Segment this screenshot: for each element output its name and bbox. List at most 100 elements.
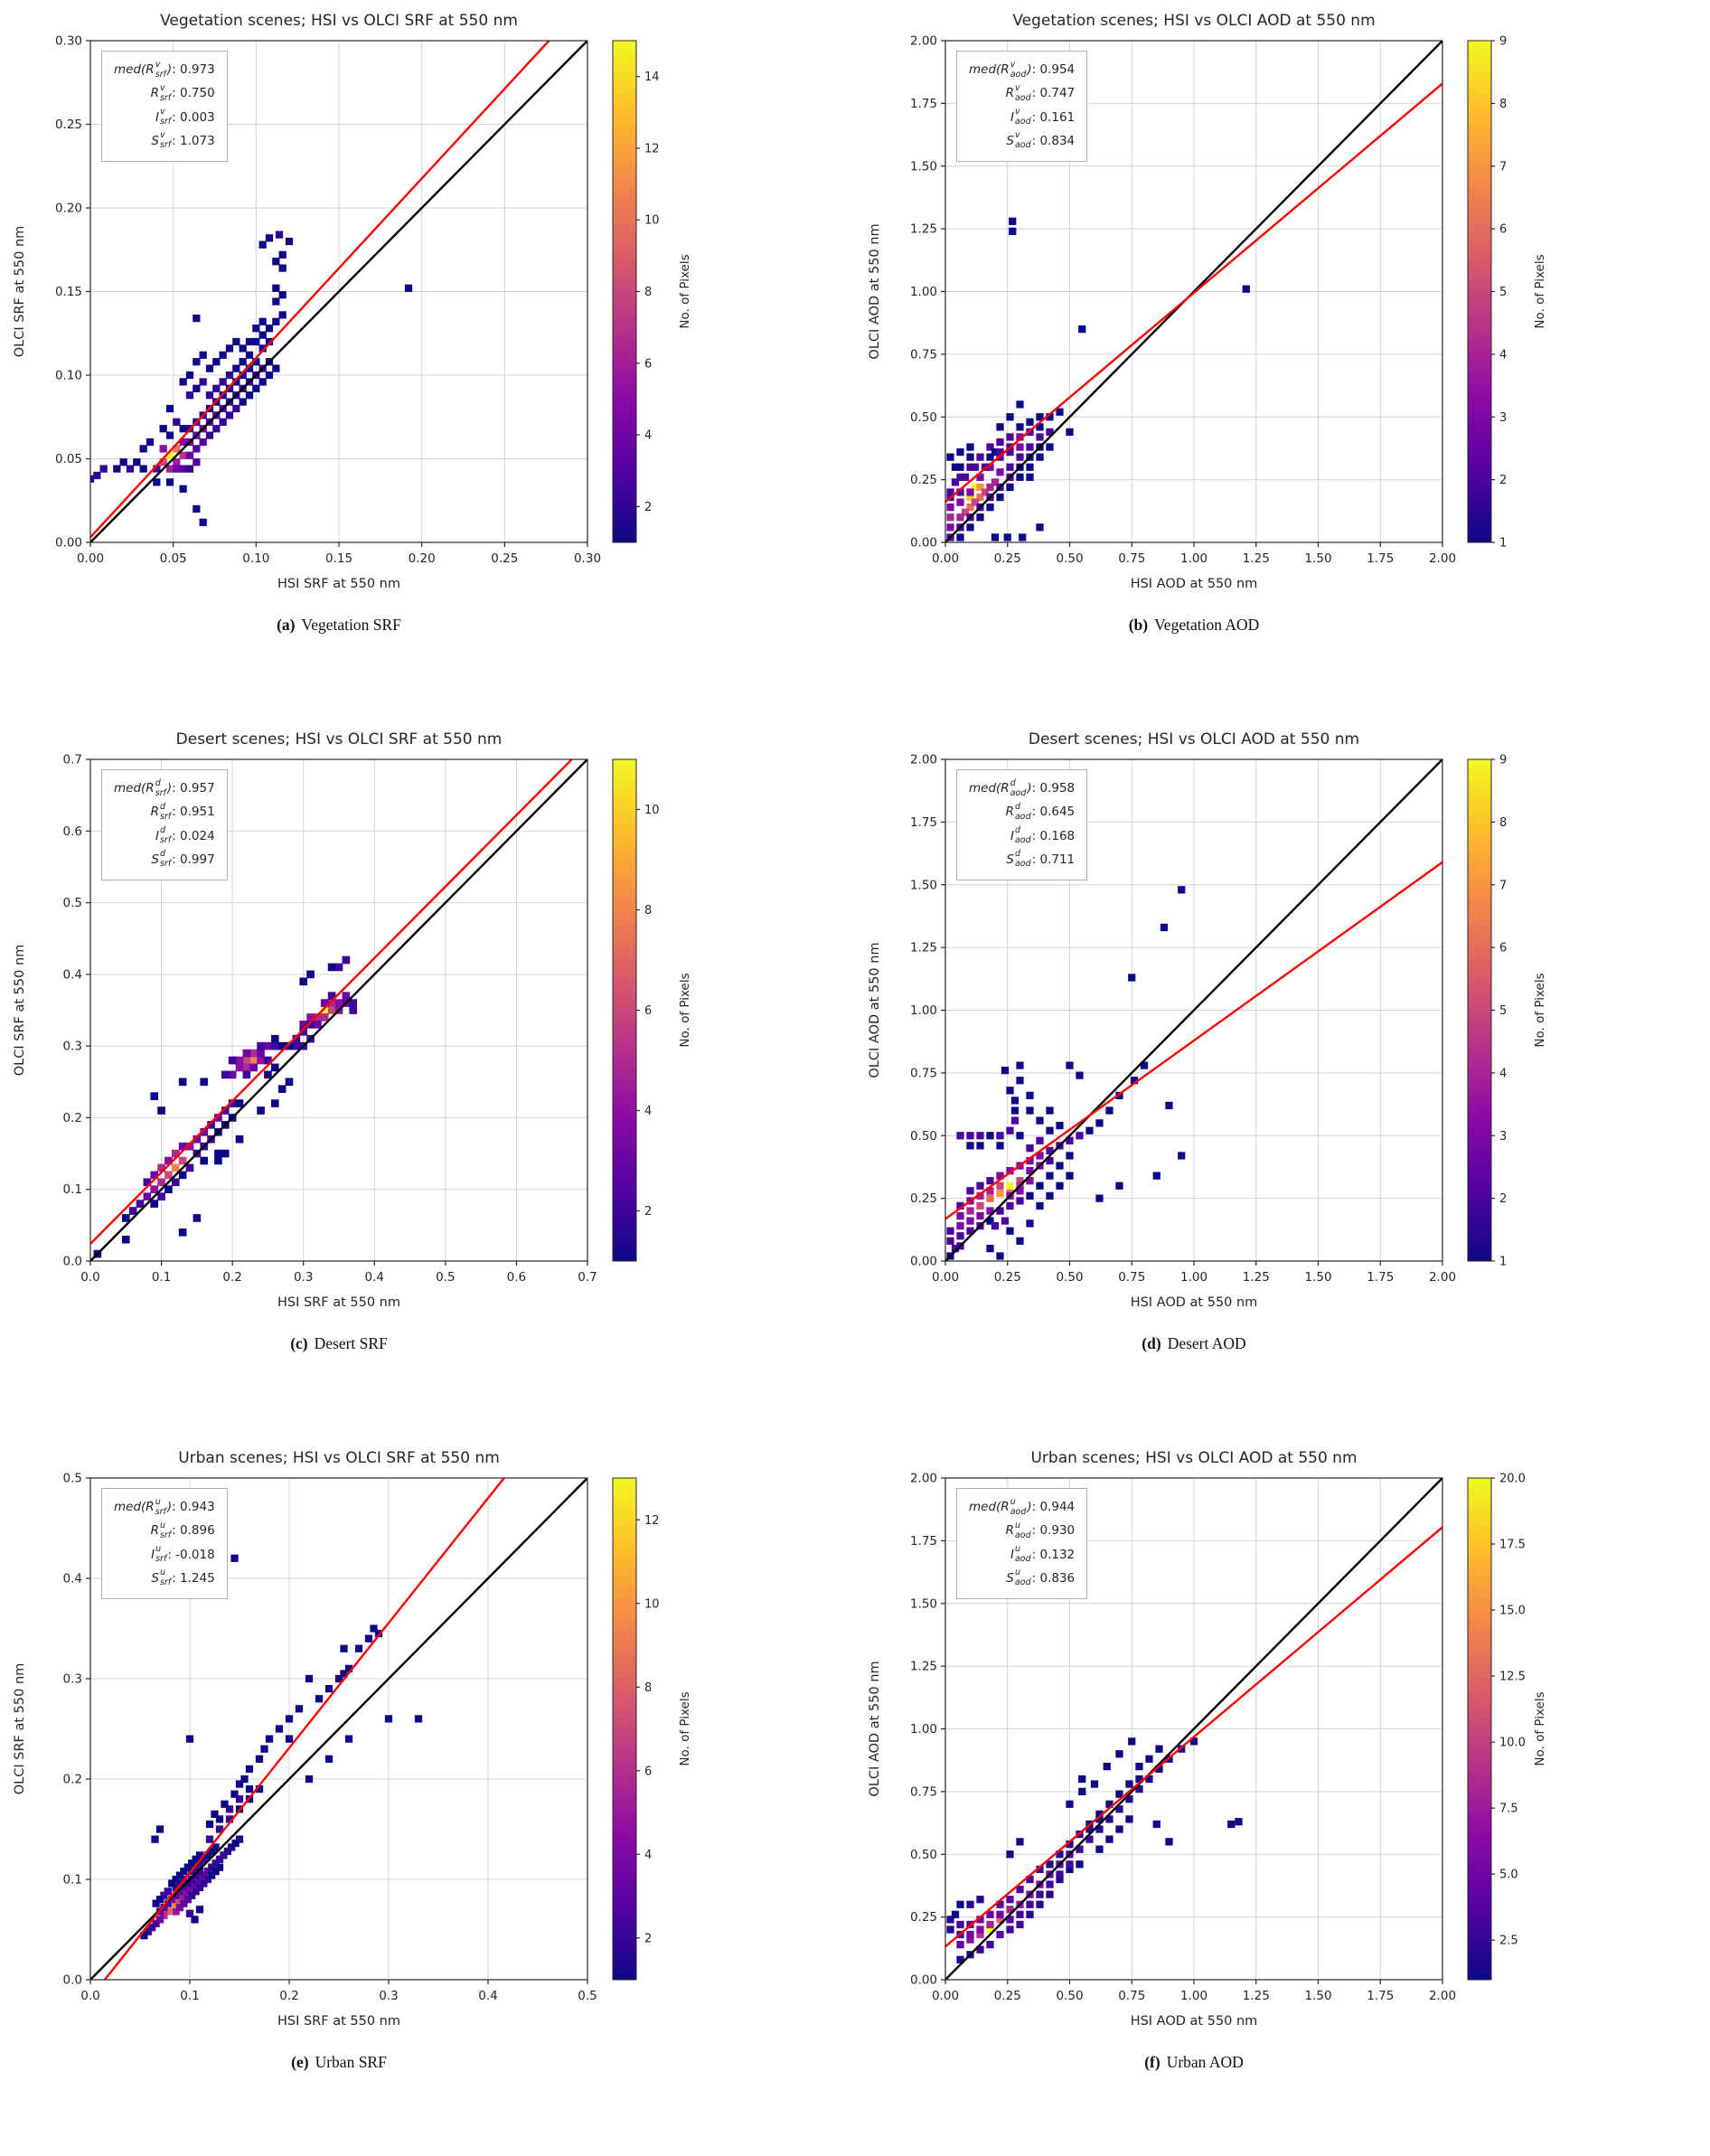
chart-urban-aod: 0.00 0.25 0.50 0.75 1.00 1.25 1.50 1.75 2.00 0.00… [855, 1437, 1710, 2038]
colorbar-label: No. of Pixels [678, 1691, 692, 1765]
chart-vegetation-aod: 0.00 0.25 0.50 0.75 1.00 1.25 1.50 1.75 2.00 0.00… [855, 0, 1710, 601]
svg-text:1.50: 1.50 [910, 1596, 937, 1611]
svg-text:0.75: 0.75 [1118, 551, 1145, 566]
svg-text:0.10: 0.10 [242, 551, 269, 566]
svg-text:0.7: 0.7 [63, 753, 82, 767]
svg-text:1.25: 1.25 [1243, 1989, 1270, 2003]
y-axis-label: OLCI SRF at 550 nm [13, 226, 27, 358]
svg-text:2.00: 2.00 [910, 1472, 937, 1486]
identity-line [90, 759, 587, 1261]
svg-text:2: 2 [644, 1932, 652, 1945]
svg-text:10: 10 [644, 1597, 660, 1611]
svg-text:0.2: 0.2 [222, 1270, 241, 1285]
svg-text:0.20: 0.20 [409, 551, 436, 566]
svg-text:0.4: 0.4 [63, 1572, 82, 1586]
svg-text:0.50: 0.50 [910, 1129, 937, 1144]
caption-tag-b: (b) [1128, 616, 1149, 634]
svg-text:1.75: 1.75 [910, 97, 937, 111]
chart-title: Urban scenes; HSI vs OLCI AOD at 550 nm [1030, 1449, 1357, 1467]
svg-text:0.1: 0.1 [63, 1873, 82, 1888]
caption-tag-c: (c) [290, 1334, 308, 1352]
svg-text:10: 10 [644, 804, 660, 817]
svg-text:8: 8 [644, 904, 652, 918]
colorbar-label: No. of Pixels [678, 254, 692, 328]
svg-text:0.1: 0.1 [63, 1182, 82, 1197]
caption-a: (a) Vegetation SRF [0, 616, 678, 635]
chart-svg-f: 0.00 0.25 0.50 0.75 1.00 1.25 1.50 1.75 2.00 0.00… [868, 1449, 1547, 2029]
caption-text-f: Urban AOD [1166, 2053, 1244, 2071]
panel-c: 0.0 0.1 0.2 0.3 0.4 0.5 0.6 0.7 0.0 0.1 0.2 0.3 0.4 0… [0, 719, 855, 1437]
svg-text:4: 4 [644, 1105, 652, 1118]
svg-text:0.1: 0.1 [152, 1270, 171, 1285]
svg-text:3: 3 [1499, 1130, 1507, 1144]
x-axis-label: HSI SRF at 550 nm [277, 1295, 400, 1310]
svg-text:0.3: 0.3 [294, 1270, 313, 1285]
svg-text:20.0: 20.0 [1499, 1473, 1526, 1486]
caption-tag-e: (e) [291, 2053, 309, 2071]
svg-text:1.25: 1.25 [910, 222, 937, 237]
svg-text:1.50: 1.50 [1304, 1270, 1331, 1285]
svg-text:0.2: 0.2 [63, 1773, 82, 1787]
y-axis-label: OLCI AOD at 550 nm [868, 942, 882, 1078]
svg-text:6: 6 [1499, 942, 1507, 956]
svg-text:2.5: 2.5 [1499, 1935, 1518, 1948]
svg-text:4: 4 [644, 429, 652, 443]
svg-text:1.75: 1.75 [1367, 1270, 1394, 1285]
svg-text:1.50: 1.50 [910, 159, 937, 174]
fit-line [945, 861, 1442, 1220]
caption-text-a: Vegetation SRF [301, 616, 401, 634]
svg-text:0.15: 0.15 [325, 551, 352, 566]
svg-text:1.25: 1.25 [1243, 551, 1270, 566]
svg-text:12: 12 [644, 142, 660, 155]
caption-d: (d) Desert AOD [855, 1334, 1533, 1353]
svg-text:2.00: 2.00 [1429, 1989, 1456, 2003]
svg-text:1.75: 1.75 [1367, 1989, 1394, 2003]
x-axis-label: HSI AOD at 550 nm [1131, 1295, 1258, 1310]
colorbar-label: No. of Pixels [678, 973, 692, 1047]
chart-vegetation-srf: 0.00 0.05 0.10 0.15 0.20 0.25 0.30 0.00 0.05 0.10… [0, 0, 855, 601]
chart-svg-d: 0.00 0.25 0.50 0.75 1.00 1.25 1.50 1.75 2.00 0.00… [868, 730, 1547, 1310]
stats-line: med(R u aod): 0.944 [969, 1496, 1076, 1517]
svg-text:1.75: 1.75 [910, 815, 937, 830]
svg-text:0.25: 0.25 [994, 1270, 1021, 1285]
svg-text:0.00: 0.00 [932, 1989, 959, 2003]
svg-text:0.00: 0.00 [55, 536, 82, 551]
colorbar-label: No. of Pixels [1533, 1691, 1547, 1765]
svg-text:0.00: 0.00 [910, 1255, 937, 1269]
svg-text:6: 6 [644, 357, 652, 371]
x-axis-label: HSI SRF at 550 nm [277, 2014, 400, 2029]
svg-text:8: 8 [1499, 98, 1507, 111]
svg-text:1.00: 1.00 [910, 285, 937, 299]
svg-text:0.3: 0.3 [379, 1989, 398, 2003]
svg-text:1.50: 1.50 [1304, 1989, 1331, 2003]
panel-a: 0.00 0.05 0.10 0.15 0.20 0.25 0.30 0.00 0.05 0.10… [0, 0, 855, 719]
svg-text:0.75: 0.75 [910, 347, 937, 362]
y-axis-label: OLCI SRF at 550 nm [13, 945, 27, 1077]
svg-text:0.00: 0.00 [77, 551, 104, 566]
svg-text:5: 5 [1499, 286, 1507, 299]
svg-text:5: 5 [1499, 1004, 1507, 1018]
svg-text:10: 10 [644, 214, 660, 228]
colorbar-label: No. of Pixels [1533, 973, 1547, 1047]
x-axis-label: HSI AOD at 550 nm [1131, 577, 1258, 591]
svg-text:3: 3 [1499, 411, 1507, 425]
density-bins [90, 231, 413, 526]
panel-e: 0.0 0.1 0.2 0.3 0.4 0.5 0.0 0.1 0.2 0.3 0.4 0.5 Urba… [0, 1437, 855, 2156]
fit-line [90, 41, 551, 539]
panel-d: 0.00 0.25 0.50 0.75 1.00 1.25 1.50 1.75 2.00 0.00… [855, 719, 1710, 1437]
chart-title: Vegetation scenes; HSI vs OLCI AOD at 55… [1012, 12, 1375, 30]
y-axis-label: OLCI SRF at 550 nm [13, 1663, 27, 1795]
x-axis-label: HSI SRF at 550 nm [277, 577, 400, 591]
svg-text:0.00: 0.00 [910, 1973, 937, 1988]
svg-text:2: 2 [1499, 1192, 1507, 1206]
svg-text:14: 14 [644, 71, 660, 84]
identity-line [90, 1478, 587, 1980]
svg-text:0.3: 0.3 [63, 1040, 82, 1054]
svg-text:0.00: 0.00 [932, 551, 959, 566]
